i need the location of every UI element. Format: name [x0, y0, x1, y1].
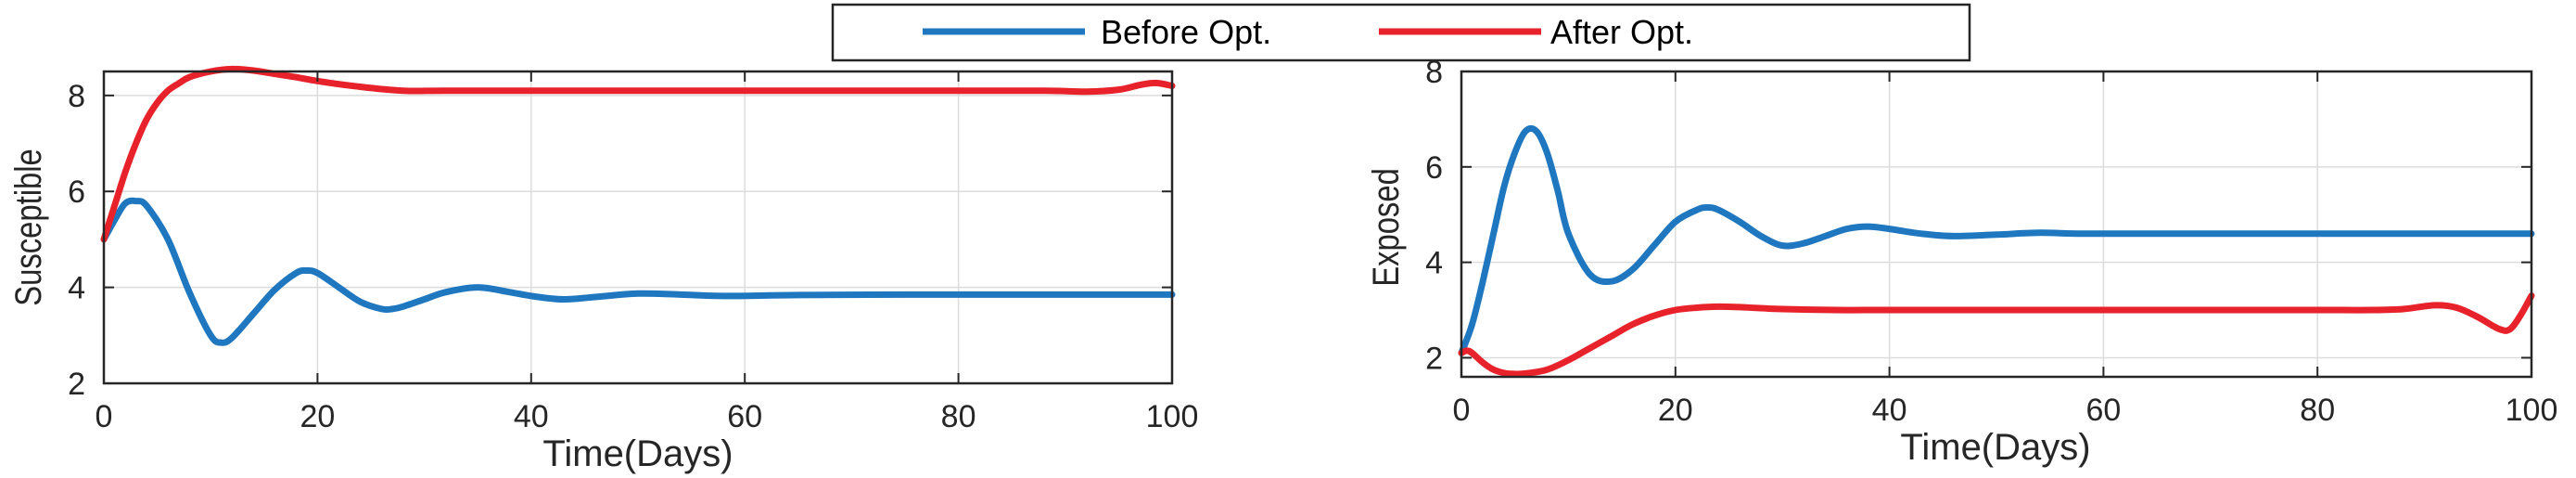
x-tick-label: 40	[514, 399, 549, 434]
y-tick-label: 2	[1425, 341, 1443, 376]
axes-box-1	[1460, 70, 2533, 379]
x-tick-label: 0	[1453, 393, 1471, 428]
x-tick-label: 40	[1872, 393, 1907, 428]
x-tick-label: 100	[1146, 399, 1199, 434]
y-tick-label: 2	[68, 367, 85, 402]
x-tick-label: 60	[2085, 393, 2121, 428]
series-line-after-opt	[1458, 292, 2535, 378]
series-line-before-opt	[100, 197, 1176, 346]
x-tick-label: 20	[1658, 393, 1693, 428]
y-tick-label: 4	[1425, 246, 1443, 281]
y-tick-label: 8	[68, 79, 85, 114]
y-tick-label: 8	[1425, 55, 1443, 90]
legend-label-before-opt: Before Opt.	[1101, 13, 1271, 51]
ticks-0: 0 20 40 60 80 100 2 4 6 8	[68, 71, 1198, 434]
x-tick-label: 0	[96, 399, 113, 434]
lines-0	[100, 65, 1176, 346]
susceptible-panel: 0 20 40 60 80 100 2 4 6 8 Time(Days) Susceptible	[7, 65, 1198, 474]
y-tick-label: 4	[68, 271, 85, 306]
x-tick-label: 100	[2506, 393, 2558, 428]
x-tick-label: 20	[300, 399, 335, 434]
plot-area-1	[1461, 71, 2531, 377]
exposed-panel: 0 20 40 60 80 100 2 4 6 8 Time(Days) Exposed	[1365, 55, 2557, 468]
y-tick-label: 6	[1425, 150, 1443, 186]
axes-box-0	[102, 70, 1174, 385]
x-tick-label: 80	[2300, 393, 2335, 428]
x-axis-label-1: Time(Days)	[1900, 427, 2090, 468]
plot-area-0	[104, 71, 1172, 383]
x-tick-label: 80	[941, 399, 976, 434]
ticks-1: 0 20 40 60 80 100 2 4 6 8	[1425, 55, 2557, 428]
series-line-before-opt	[1458, 124, 2535, 356]
y-axis-label-1: Exposed	[1365, 168, 1407, 287]
x-axis-label-0: Time(Days)	[542, 433, 733, 474]
y-axis-label-0: Susceptible	[7, 149, 49, 306]
x-tick-label: 60	[727, 399, 762, 434]
legend-label-after-opt: After Opt.	[1550, 13, 1693, 51]
lines-1	[1458, 124, 2535, 378]
y-tick-label: 6	[68, 174, 85, 210]
series-line-after-opt	[100, 65, 1176, 243]
legend: Before Opt. After Opt.	[831, 3, 1971, 62]
